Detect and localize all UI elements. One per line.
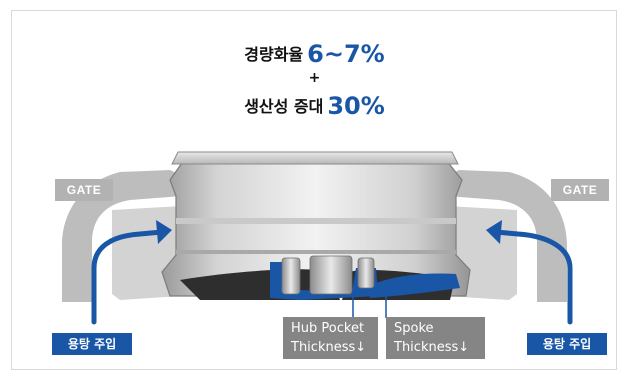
headline-line2-value: 30% <box>327 92 385 120</box>
spoke-label-line1: Spoke <box>394 321 434 336</box>
headline-line2: 생산성 증대 30% <box>0 92 629 120</box>
left-arrowhead <box>156 220 172 244</box>
hub-thickness-label: Hub Pocket Thickness↓ <box>283 317 378 359</box>
right-mold-channel <box>447 170 567 302</box>
headline-line1: 경량화율 6~7% <box>0 40 629 68</box>
right-flow-arrow <box>493 229 573 325</box>
headline-line1-text: 경량화율 <box>244 45 304 64</box>
headline-line2-text: 생산성 증대 <box>244 97 324 116</box>
hub-center <box>309 255 353 295</box>
gate-label-right: GATE <box>551 179 609 201</box>
inject-label-right: 용탕 주입 <box>527 333 607 355</box>
spoke-label-line2: Thickness↓ <box>394 340 470 355</box>
right-arrowhead <box>486 220 502 244</box>
left-flow-arrow <box>91 229 165 325</box>
inject-label-left: 용탕 주입 <box>52 333 132 355</box>
rim-band <box>176 250 456 254</box>
hub-stud <box>281 257 301 295</box>
spoke-thickness-label: Spoke Thickness↓ <box>386 317 485 359</box>
wheel-lip <box>171 151 459 165</box>
diagram-frame <box>11 10 617 370</box>
headline-line1-value: 6~7% <box>307 40 385 68</box>
hub-label-line1: Hub Pocket <box>291 321 365 336</box>
headline-plus: + <box>308 70 321 86</box>
hub-label-line2: Thickness↓ <box>291 340 367 355</box>
hub-stud <box>357 257 375 289</box>
wheel-rim <box>161 159 471 297</box>
gate-label-left: GATE <box>55 179 113 201</box>
rim-band <box>176 218 456 224</box>
spoke-fill <box>368 273 460 298</box>
